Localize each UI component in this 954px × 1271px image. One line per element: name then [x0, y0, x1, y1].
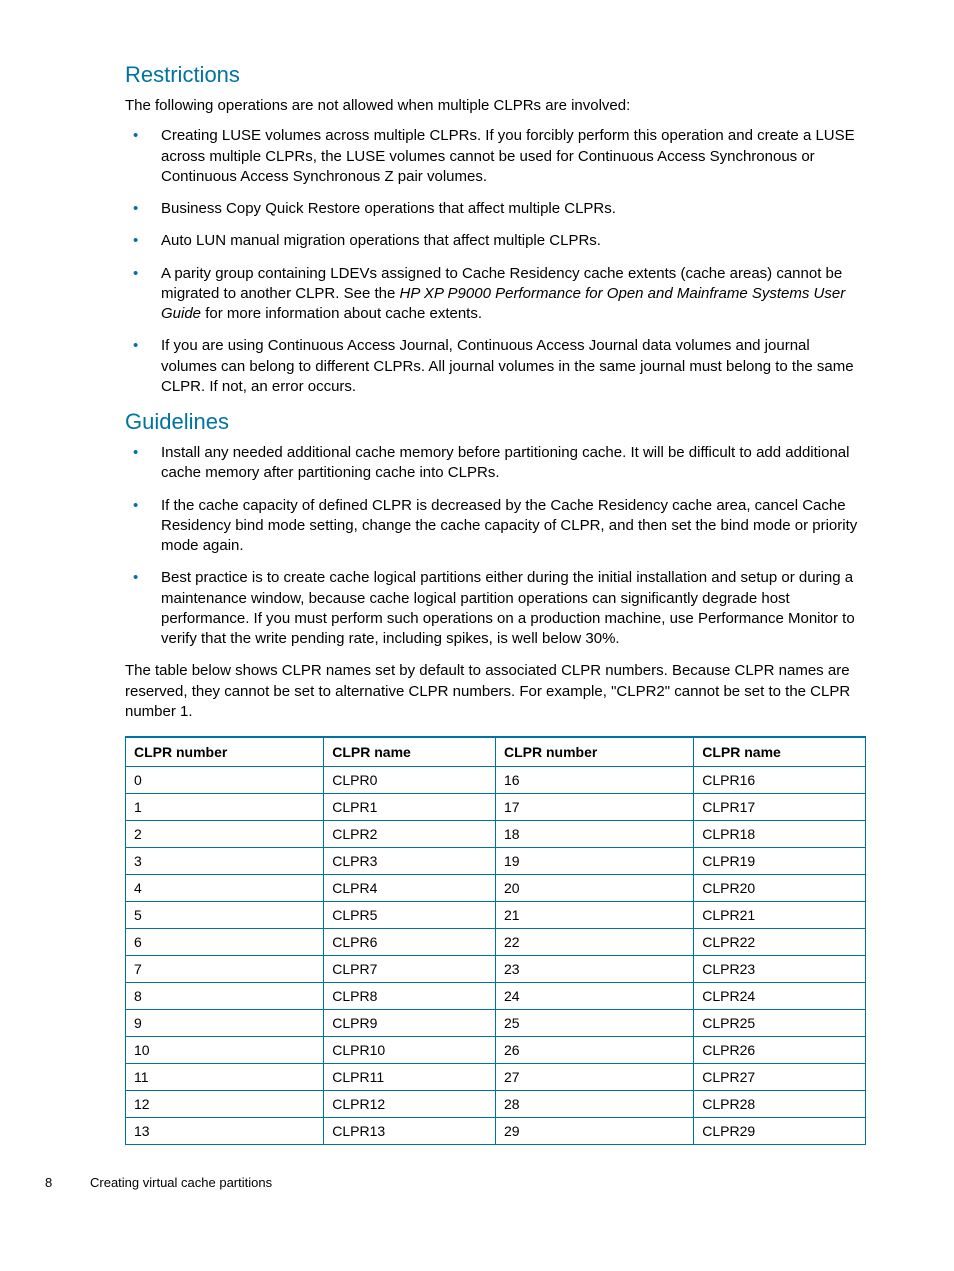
guidelines-heading: Guidelines	[125, 409, 866, 435]
table-row: 2CLPR218CLPR18	[126, 821, 866, 848]
table-cell: 23	[495, 956, 693, 983]
table-cell: 19	[495, 848, 693, 875]
table-cell: CLPR18	[694, 821, 866, 848]
table-cell: CLPR27	[694, 1064, 866, 1091]
table-cell: CLPR17	[694, 794, 866, 821]
table-cell: 26	[495, 1037, 693, 1064]
table-cell: CLPR23	[694, 956, 866, 983]
table-cell: 24	[495, 983, 693, 1010]
table-header: CLPR number	[495, 737, 693, 767]
table-cell: 0	[126, 767, 324, 794]
table-cell: 4	[126, 875, 324, 902]
page-content: Restrictions The following operations ar…	[0, 0, 954, 1223]
table-cell: 13	[126, 1118, 324, 1145]
list-item: Auto LUN manual migration operations tha…	[125, 231, 866, 251]
table-row: 7CLPR723CLPR23	[126, 956, 866, 983]
page-footer-title: Creating virtual cache partitions	[90, 1175, 272, 1190]
table-cell: 18	[495, 821, 693, 848]
table-header: CLPR name	[324, 737, 496, 767]
table-cell: CLPR26	[694, 1037, 866, 1064]
table-header-row: CLPR number CLPR name CLPR number CLPR n…	[126, 737, 866, 767]
table-cell: CLPR9	[324, 1010, 496, 1037]
table-cell: 22	[495, 929, 693, 956]
table-cell: 25	[495, 1010, 693, 1037]
list-item: Best practice is to create cache logical…	[125, 568, 866, 649]
list-item: If you are using Continuous Access Journ…	[125, 336, 866, 397]
table-row: 3CLPR319CLPR19	[126, 848, 866, 875]
table-cell: CLPR1	[324, 794, 496, 821]
table-cell: CLPR11	[324, 1064, 496, 1091]
table-row: 10CLPR1026CLPR26	[126, 1037, 866, 1064]
table-header: CLPR number	[126, 737, 324, 767]
table-row: 12CLPR1228CLPR28	[126, 1091, 866, 1118]
restrictions-list: Creating LUSE volumes across multiple CL…	[125, 126, 866, 397]
list-item: Business Copy Quick Restore operations t…	[125, 199, 866, 219]
table-cell: 1	[126, 794, 324, 821]
table-row: 8CLPR824CLPR24	[126, 983, 866, 1010]
table-cell: 29	[495, 1118, 693, 1145]
table-row: 13CLPR1329CLPR29	[126, 1118, 866, 1145]
table-row: 1CLPR117CLPR17	[126, 794, 866, 821]
table-row: 6CLPR622CLPR22	[126, 929, 866, 956]
clpr-table: CLPR number CLPR name CLPR number CLPR n…	[125, 736, 866, 1145]
table-cell: CLPR28	[694, 1091, 866, 1118]
table-cell: CLPR24	[694, 983, 866, 1010]
table-cell: 21	[495, 902, 693, 929]
table-cell: 2	[126, 821, 324, 848]
table-cell: CLPR10	[324, 1037, 496, 1064]
table-cell: CLPR16	[694, 767, 866, 794]
table-cell: CLPR7	[324, 956, 496, 983]
list-item: If the cache capacity of defined CLPR is…	[125, 496, 866, 557]
table-cell: 17	[495, 794, 693, 821]
table-cell: CLPR21	[694, 902, 866, 929]
table-row: 11CLPR1127CLPR27	[126, 1064, 866, 1091]
table-cell: CLPR2	[324, 821, 496, 848]
table-cell: 16	[495, 767, 693, 794]
table-cell: CLPR3	[324, 848, 496, 875]
table-cell: 9	[126, 1010, 324, 1037]
table-cell: 7	[126, 956, 324, 983]
guidelines-list: Install any needed additional cache memo…	[125, 443, 866, 649]
table-cell: CLPR5	[324, 902, 496, 929]
table-cell: CLPR6	[324, 929, 496, 956]
list-item: Creating LUSE volumes across multiple CL…	[125, 126, 866, 187]
table-cell: 20	[495, 875, 693, 902]
table-cell: CLPR12	[324, 1091, 496, 1118]
table-intro: The table below shows CLPR names set by …	[125, 661, 866, 722]
table-cell: CLPR4	[324, 875, 496, 902]
table-cell: 27	[495, 1064, 693, 1091]
text-run: for more information about cache extents…	[201, 305, 482, 322]
table-cell: CLPR22	[694, 929, 866, 956]
table-cell: CLPR19	[694, 848, 866, 875]
table-cell: 11	[126, 1064, 324, 1091]
table-cell: CLPR25	[694, 1010, 866, 1037]
table-cell: 6	[126, 929, 324, 956]
table-cell: 8	[126, 983, 324, 1010]
table-cell: 5	[126, 902, 324, 929]
table-row: 4CLPR420CLPR20	[126, 875, 866, 902]
table-cell: 10	[126, 1037, 324, 1064]
table-cell: CLPR8	[324, 983, 496, 1010]
table-row: 9CLPR925CLPR25	[126, 1010, 866, 1037]
page-footer: 8 Creating virtual cache partitions	[125, 1175, 866, 1193]
restrictions-intro: The following operations are not allowed…	[125, 96, 866, 116]
list-item: Install any needed additional cache memo…	[125, 443, 866, 484]
page-number: 8	[45, 1175, 52, 1190]
restrictions-heading: Restrictions	[125, 62, 866, 88]
table-cell: CLPR20	[694, 875, 866, 902]
table-cell: CLPR13	[324, 1118, 496, 1145]
table-row: 5CLPR521CLPR21	[126, 902, 866, 929]
table-cell: CLPR0	[324, 767, 496, 794]
table-cell: 3	[126, 848, 324, 875]
list-item: A parity group containing LDEVs assigned…	[125, 264, 866, 325]
table-header: CLPR name	[694, 737, 866, 767]
table-row: 0CLPR016CLPR16	[126, 767, 866, 794]
table-cell: 28	[495, 1091, 693, 1118]
table-cell: 12	[126, 1091, 324, 1118]
table-cell: CLPR29	[694, 1118, 866, 1145]
